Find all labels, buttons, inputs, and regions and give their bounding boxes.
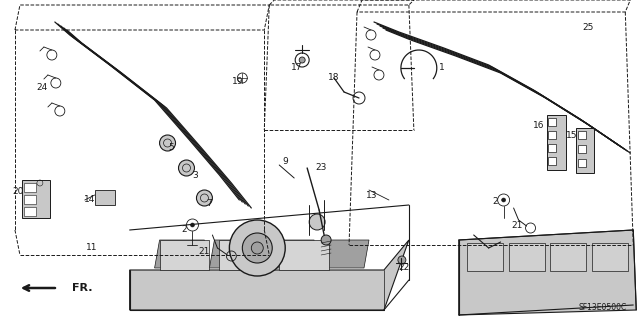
Circle shape bbox=[229, 220, 285, 276]
Circle shape bbox=[243, 233, 272, 263]
Polygon shape bbox=[459, 230, 636, 315]
Bar bbox=[24, 207, 36, 216]
Text: 18: 18 bbox=[328, 73, 340, 83]
Text: 19: 19 bbox=[232, 78, 243, 86]
Text: 3: 3 bbox=[193, 170, 198, 180]
Text: 9: 9 bbox=[282, 158, 288, 167]
Bar bbox=[509, 243, 545, 271]
Circle shape bbox=[299, 57, 305, 63]
Polygon shape bbox=[319, 240, 369, 268]
Text: FR.: FR. bbox=[72, 283, 92, 293]
Bar bbox=[22, 180, 50, 218]
Circle shape bbox=[502, 198, 506, 202]
Bar bbox=[95, 190, 115, 205]
Text: 20: 20 bbox=[12, 188, 24, 197]
Bar bbox=[548, 157, 556, 165]
Polygon shape bbox=[209, 240, 259, 268]
Circle shape bbox=[179, 160, 195, 176]
Polygon shape bbox=[155, 240, 204, 268]
Circle shape bbox=[196, 190, 212, 206]
Bar bbox=[547, 115, 566, 170]
Bar bbox=[467, 243, 502, 271]
Circle shape bbox=[309, 214, 325, 230]
Text: 11: 11 bbox=[86, 243, 97, 253]
Text: 22: 22 bbox=[398, 263, 410, 272]
Text: 7: 7 bbox=[207, 198, 212, 207]
Text: 24: 24 bbox=[36, 84, 47, 93]
Polygon shape bbox=[264, 240, 314, 268]
Text: 23: 23 bbox=[316, 164, 327, 173]
Bar bbox=[550, 243, 586, 271]
Text: 21: 21 bbox=[199, 248, 210, 256]
Text: 1: 1 bbox=[439, 63, 445, 72]
Bar bbox=[548, 131, 556, 139]
Bar bbox=[593, 243, 628, 271]
Bar bbox=[579, 145, 586, 153]
Circle shape bbox=[159, 135, 175, 151]
Text: 13: 13 bbox=[366, 190, 378, 199]
Text: 17: 17 bbox=[291, 63, 303, 72]
Bar bbox=[24, 195, 36, 204]
Text: 2: 2 bbox=[182, 226, 188, 234]
Bar bbox=[579, 131, 586, 139]
Circle shape bbox=[398, 256, 406, 264]
Bar bbox=[220, 240, 269, 270]
Bar bbox=[159, 240, 209, 270]
Bar bbox=[24, 183, 36, 192]
Polygon shape bbox=[130, 240, 409, 310]
Text: SF13E0500C: SF13E0500C bbox=[579, 303, 627, 313]
Circle shape bbox=[321, 235, 331, 245]
Text: 14: 14 bbox=[84, 196, 95, 204]
Text: 15: 15 bbox=[566, 130, 577, 139]
Bar bbox=[279, 240, 329, 270]
Bar bbox=[548, 118, 556, 126]
Bar bbox=[548, 144, 556, 152]
Text: 2: 2 bbox=[493, 197, 499, 206]
Text: 25: 25 bbox=[582, 24, 594, 33]
Circle shape bbox=[252, 242, 263, 254]
Text: 16: 16 bbox=[532, 121, 544, 130]
Bar bbox=[577, 128, 595, 173]
Bar bbox=[579, 159, 586, 167]
Circle shape bbox=[191, 223, 195, 227]
Text: 5: 5 bbox=[169, 144, 175, 152]
Text: 21: 21 bbox=[511, 220, 522, 229]
